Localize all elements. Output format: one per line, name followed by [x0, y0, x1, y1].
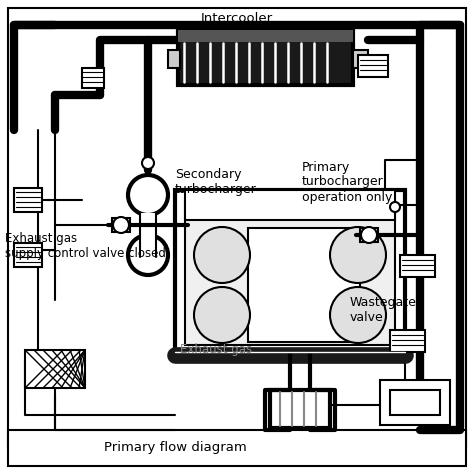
- Circle shape: [330, 227, 386, 283]
- Bar: [112, 218, 130, 232]
- Bar: [390, 390, 440, 415]
- Bar: [358, 55, 388, 77]
- Circle shape: [390, 202, 400, 212]
- Bar: [270, 390, 330, 428]
- Text: Exhaust gas
supply control valve closed: Exhaust gas supply control valve closed: [5, 232, 166, 260]
- Bar: [248, 228, 360, 342]
- Bar: [25, 350, 85, 388]
- Bar: [14, 243, 42, 267]
- Bar: [175, 190, 405, 355]
- Bar: [178, 30, 353, 85]
- Bar: [168, 50, 180, 68]
- Bar: [360, 228, 378, 242]
- Bar: [82, 68, 104, 88]
- Bar: [8, 430, 466, 466]
- Text: Exhaust gas: Exhaust gas: [180, 344, 252, 356]
- Bar: [400, 255, 435, 277]
- Text: Secondary
turbocharger: Secondary turbocharger: [175, 168, 257, 196]
- Circle shape: [128, 235, 168, 275]
- Circle shape: [194, 287, 250, 343]
- Bar: [380, 380, 450, 425]
- Bar: [14, 188, 42, 212]
- Circle shape: [361, 227, 377, 243]
- Bar: [140, 213, 156, 257]
- Circle shape: [113, 217, 129, 233]
- Text: Wastegate
valve: Wastegate valve: [350, 296, 417, 324]
- Bar: [353, 50, 368, 68]
- Bar: [185, 190, 395, 220]
- Text: Primary flow diagram: Primary flow diagram: [104, 441, 246, 455]
- Bar: [178, 30, 353, 42]
- Circle shape: [128, 175, 168, 215]
- Text: Primary
turbocharger
operation only: Primary turbocharger operation only: [302, 161, 392, 203]
- Bar: [390, 330, 425, 352]
- Circle shape: [194, 227, 250, 283]
- Circle shape: [330, 287, 386, 343]
- Bar: [185, 200, 395, 345]
- Circle shape: [142, 157, 154, 169]
- Text: Intercooler: Intercooler: [201, 11, 273, 25]
